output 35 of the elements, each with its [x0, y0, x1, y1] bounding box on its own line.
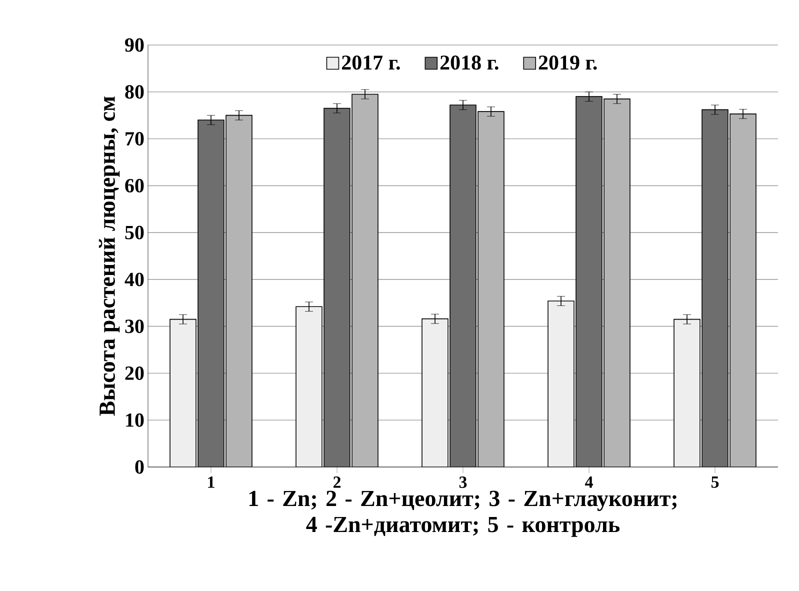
- y-axis-title: Высота растений люцерны, см: [98, 96, 120, 416]
- bar: [576, 96, 602, 467]
- bar: [674, 318, 700, 467]
- y-tick-label: 90: [125, 38, 144, 52]
- bar: [450, 104, 476, 467]
- bar: [702, 109, 728, 467]
- bar: [198, 120, 224, 467]
- y-tick-label: 80: [125, 85, 144, 99]
- bar: [226, 114, 252, 467]
- bar: [604, 98, 630, 467]
- bar: [324, 108, 350, 467]
- bar: [296, 306, 322, 467]
- legend-label: 2017 г.: [342, 56, 400, 70]
- y-tick-label: 60: [125, 178, 144, 192]
- x-tick-label: 2: [333, 476, 341, 488]
- bar: [352, 94, 378, 467]
- legend-label: 2018 г.: [440, 56, 498, 70]
- y-tick-label: 0: [135, 460, 144, 474]
- x-tick-label: 5: [711, 476, 719, 488]
- bar: [478, 111, 504, 467]
- x-tick-label: 3: [459, 476, 467, 488]
- bar: [170, 318, 196, 467]
- bar: [422, 318, 448, 467]
- y-tick-label: 70: [126, 132, 144, 146]
- x-axis-title: 1 - Zn; 2 - Zn+цеолит; 3 - Zn+глауконит; 4 -Zn+диатомит; 5 - контроль: [249, 490, 676, 537]
- bar: [548, 300, 574, 467]
- y-tick-label: 30: [125, 320, 144, 334]
- y-tick-label: 40: [124, 272, 144, 286]
- bar: [730, 114, 756, 467]
- y-tick-label: 20: [125, 366, 144, 380]
- legend-label: 2019 г.: [538, 56, 597, 70]
- x-tick-label: 1: [208, 476, 214, 488]
- x-tick-label: 4: [584, 476, 593, 488]
- y-tick-label: 10: [126, 413, 144, 427]
- y-tick-label: 50: [125, 226, 144, 240]
